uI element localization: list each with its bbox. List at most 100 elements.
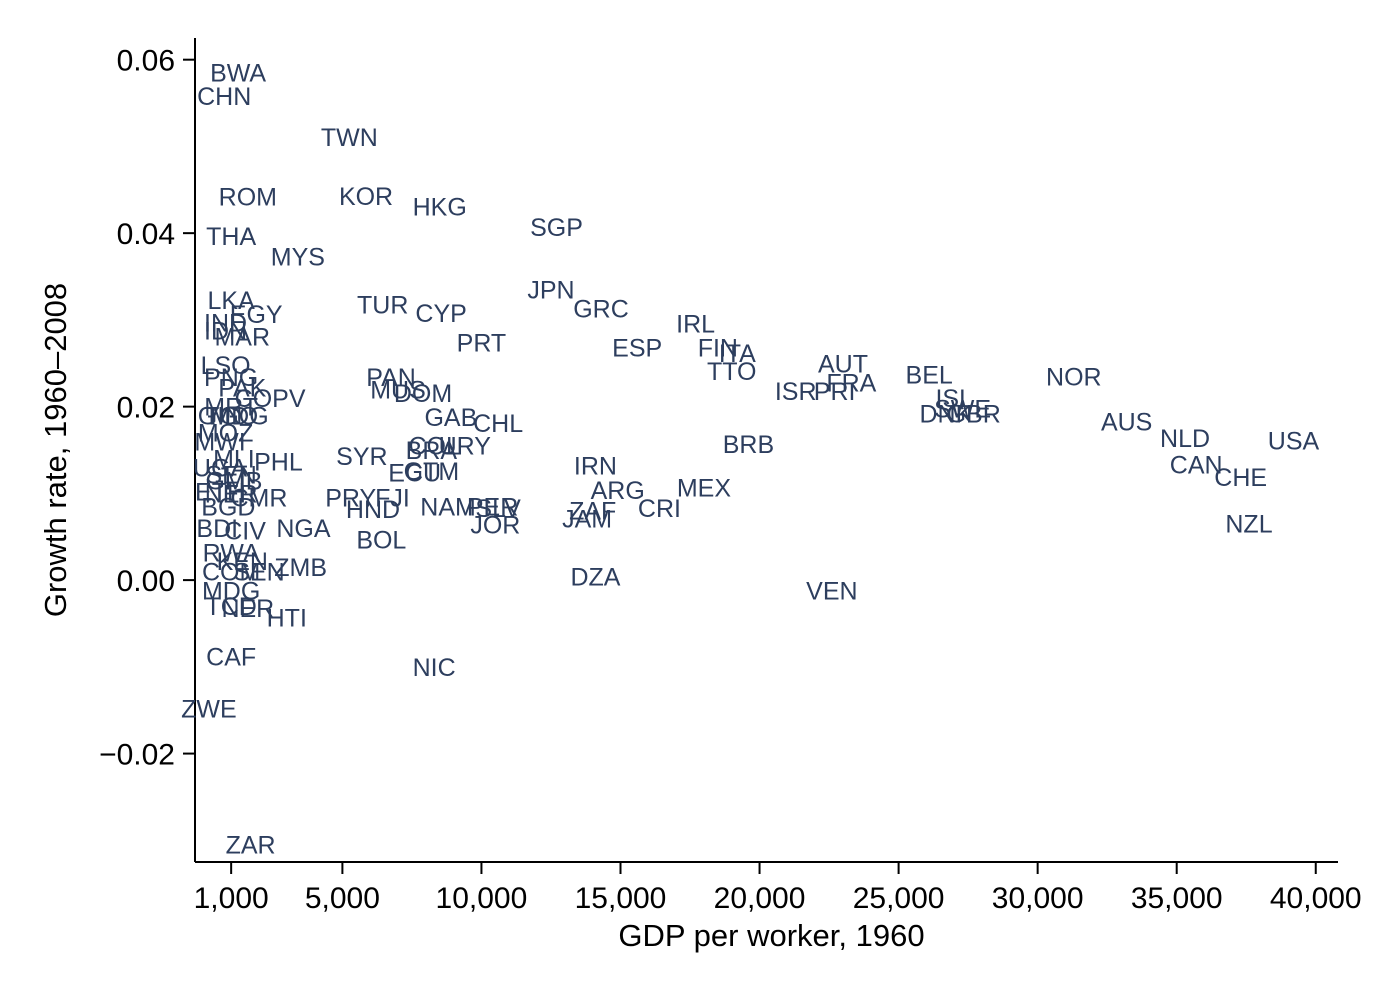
point-label-jam: JAM	[562, 506, 612, 534]
point-label-brb: BRB	[723, 431, 774, 459]
point-label-aus: AUS	[1101, 408, 1152, 436]
point-label-eth: ETH	[195, 479, 245, 507]
point-label-twn: TWN	[321, 124, 378, 152]
x-tick-label: 15,000	[575, 882, 667, 915]
point-label-egy: EGY	[230, 301, 283, 329]
point-label-tto: TTO	[707, 358, 757, 386]
axes	[194, 38, 1338, 863]
point-label-caf: CAF	[206, 643, 256, 671]
x-axis-ticks: 1,000 5,000 10,000 15,000 20,000 25,000 30,000…	[194, 862, 1362, 915]
point-label-tcd: TCD	[205, 593, 256, 621]
point-label-cmr: CMR	[230, 485, 287, 513]
point-label-ken: KEN	[217, 548, 268, 576]
point-label-jor: JOR	[470, 512, 520, 540]
point-label-bra: BRA	[406, 437, 458, 465]
point-label-lso: LSO	[201, 352, 251, 380]
point-label-slv: SLV	[475, 495, 521, 523]
point-label-bgd: BGD	[201, 493, 255, 521]
point-label-col: COL	[408, 433, 460, 461]
point-label-phl: PHL	[254, 448, 303, 476]
point-label-grc: GRC	[573, 296, 629, 324]
x-tick-label: 1,000	[194, 882, 269, 915]
x-tick-label: 35,000	[1131, 882, 1223, 915]
point-label-ita: ITA	[719, 340, 756, 368]
point-label-idn: IDN	[204, 317, 247, 345]
point-label-dom: DOM	[394, 380, 452, 408]
point-label-bwa: BWA	[210, 60, 266, 88]
point-label-com: COM	[202, 558, 260, 586]
point-label-hti: HTI	[267, 604, 307, 632]
y-axis-title: Growth rate, 1960–2008	[38, 283, 73, 617]
point-label-zwe: ZWE	[181, 695, 237, 723]
point-label-mus: MUS	[370, 376, 426, 404]
point-label-zmb: ZMB	[274, 554, 327, 582]
point-label-nld: NLD	[1160, 425, 1210, 453]
point-label-nam: NAM	[420, 493, 476, 521]
point-label-cyp: CYP	[415, 300, 466, 328]
point-label-fin: FIN	[698, 335, 738, 363]
point-label-tgo: TGO	[204, 402, 258, 430]
point-label-sen: SEN	[205, 461, 256, 489]
point-label-chn: CHN	[197, 83, 251, 111]
point-label-irl: IRL	[676, 310, 715, 338]
y-tick-label: −0.02	[99, 739, 175, 772]
point-label-ecu: ECU	[388, 460, 441, 488]
point-label-civ: CIV	[224, 518, 266, 546]
point-label-per: PER	[467, 493, 518, 521]
point-label-kor: KOR	[339, 183, 393, 211]
point-label-prt: PRT	[457, 329, 507, 357]
point-label-mdg: MDG	[210, 402, 268, 430]
point-label-bdi: BDI	[196, 515, 238, 543]
y-tick-label: 0.06	[117, 45, 175, 78]
point-label-can: CAN	[1170, 452, 1223, 480]
point-label-fra: FRA	[826, 369, 876, 397]
point-label-swe: SWE	[934, 395, 991, 423]
point-label-aut: AUT	[818, 350, 868, 378]
point-label-ner: NER	[205, 480, 258, 508]
point-label-moz: MOZ	[198, 420, 254, 448]
point-label-cri: CRI	[638, 495, 681, 523]
point-label-zaf: ZAF	[569, 498, 616, 526]
point-label-uga: UGA	[193, 454, 248, 482]
x-axis-title: GDP per worker, 1960	[618, 918, 924, 953]
point-label-zar: ZAR	[226, 832, 276, 860]
point-label-jpn: JPN	[527, 277, 574, 305]
point-label-syr: SYR	[336, 443, 387, 471]
point-label-copv: COPV	[235, 385, 306, 413]
point-label-arg: ARG	[591, 477, 645, 505]
point-label-isl: ISL	[935, 385, 973, 413]
x-tick-label: 10,000	[436, 882, 528, 915]
point-label-esp: ESP	[612, 335, 662, 363]
point-label-mex: MEX	[677, 474, 732, 502]
point-label-fji: FJI	[375, 485, 410, 513]
y-tick-label: 0.00	[117, 565, 175, 598]
x-tick-label: 25,000	[853, 882, 945, 915]
x-tick-label: 40,000	[1270, 882, 1362, 915]
x-tick-label: 30,000	[992, 882, 1084, 915]
point-label-hkg: HKG	[413, 193, 467, 221]
point-label-mrt: MRT	[204, 394, 258, 422]
y-axis-ticks: −0.02 0.00 0.02 0.04 0.06	[99, 45, 195, 772]
point-label-gbr: GBR	[947, 401, 1001, 429]
point-label-chl: CHL	[473, 410, 523, 438]
point-label-sgp: SGP	[530, 214, 583, 242]
x-tick-label: 20,000	[714, 882, 806, 915]
point-label-mwi: MWI	[194, 428, 245, 456]
y-tick-label: 0.02	[117, 392, 175, 425]
point-label-gmb: GMB	[205, 467, 262, 495]
point-label-gin: GIN	[198, 402, 242, 430]
point-label-mys: MYS	[271, 244, 325, 272]
point-label-pri: PRI	[814, 378, 856, 406]
point-label-tha: THA	[206, 223, 256, 251]
point-label-hnd: HND	[346, 496, 400, 524]
point-label-tur: TUR	[357, 291, 408, 319]
point-label-rom: ROM	[219, 184, 277, 212]
point-label-png: PNG	[204, 364, 258, 392]
point-label-bel: BEL	[906, 362, 953, 390]
point-label-mdg: MDG	[202, 578, 260, 606]
point-label-isr: ISR	[775, 378, 817, 406]
x-tick-label: 5,000	[305, 882, 380, 915]
point-label-ind: IND	[204, 309, 247, 337]
